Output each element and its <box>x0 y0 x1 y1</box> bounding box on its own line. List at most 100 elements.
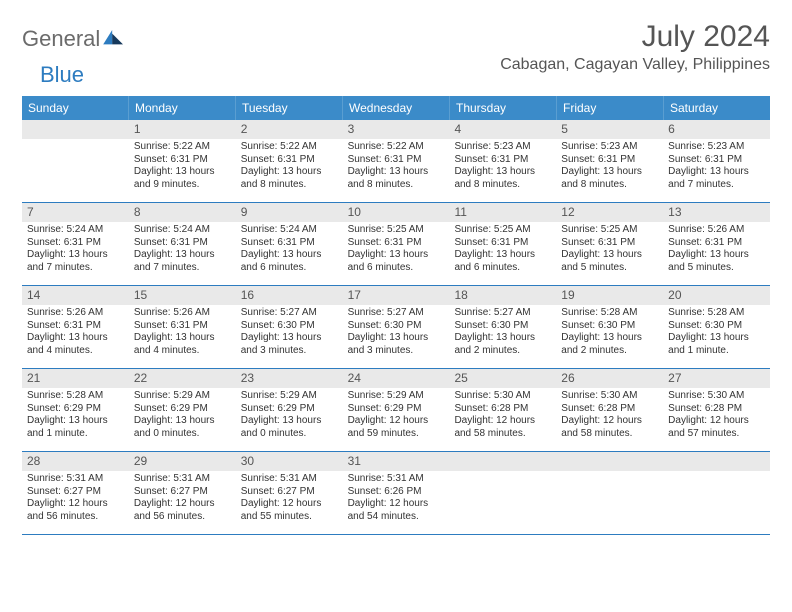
sunrise-text: Sunrise: 5:31 AM <box>348 473 445 486</box>
day-body: Sunrise: 5:27 AMSunset: 6:30 PMDaylight:… <box>236 305 343 361</box>
day-cell: 23Sunrise: 5:29 AMSunset: 6:29 PMDayligh… <box>236 369 343 451</box>
day-cell: 5Sunrise: 5:23 AMSunset: 6:31 PMDaylight… <box>556 120 663 202</box>
daylight-text: Daylight: 13 hours and 8 minutes. <box>348 166 445 191</box>
sunset-text: Sunset: 6:31 PM <box>27 320 124 333</box>
daylight-text: Daylight: 13 hours and 7 minutes. <box>668 166 765 191</box>
sunrise-text: Sunrise: 5:22 AM <box>241 141 338 154</box>
sunrise-text: Sunrise: 5:24 AM <box>134 224 231 237</box>
day-number: 27 <box>663 369 770 388</box>
day-cell <box>22 120 129 202</box>
daylight-text: Daylight: 13 hours and 8 minutes. <box>561 166 658 191</box>
day-number: 14 <box>22 286 129 305</box>
daylight-text: Daylight: 13 hours and 3 minutes. <box>348 332 445 357</box>
sunset-text: Sunset: 6:31 PM <box>241 154 338 167</box>
sunset-text: Sunset: 6:27 PM <box>241 486 338 499</box>
sunrise-text: Sunrise: 5:27 AM <box>241 307 338 320</box>
daylight-text: Daylight: 13 hours and 2 minutes. <box>454 332 551 357</box>
day-number: 20 <box>663 286 770 305</box>
day-body: Sunrise: 5:31 AMSunset: 6:26 PMDaylight:… <box>343 471 450 527</box>
day-number: 31 <box>343 452 450 471</box>
sunset-text: Sunset: 6:29 PM <box>27 403 124 416</box>
day-body: Sunrise: 5:27 AMSunset: 6:30 PMDaylight:… <box>449 305 556 361</box>
daylight-text: Daylight: 12 hours and 55 minutes. <box>241 498 338 523</box>
sunset-text: Sunset: 6:30 PM <box>561 320 658 333</box>
day-number: 16 <box>236 286 343 305</box>
day-number: 9 <box>236 203 343 222</box>
day-cell <box>556 452 663 534</box>
sunrise-text: Sunrise: 5:24 AM <box>241 224 338 237</box>
sunrise-text: Sunrise: 5:31 AM <box>241 473 338 486</box>
day-cell: 27Sunrise: 5:30 AMSunset: 6:28 PMDayligh… <box>663 369 770 451</box>
sunrise-text: Sunrise: 5:23 AM <box>454 141 551 154</box>
day-number: 1 <box>129 120 236 139</box>
day-header-cell: Thursday <box>450 96 557 120</box>
sunset-text: Sunset: 6:29 PM <box>241 403 338 416</box>
day-body: Sunrise: 5:24 AMSunset: 6:31 PMDaylight:… <box>129 222 236 278</box>
day-number: 19 <box>556 286 663 305</box>
sunset-text: Sunset: 6:31 PM <box>454 237 551 250</box>
sunset-text: Sunset: 6:31 PM <box>241 237 338 250</box>
sunrise-text: Sunrise: 5:27 AM <box>454 307 551 320</box>
day-body: Sunrise: 5:29 AMSunset: 6:29 PMDaylight:… <box>343 388 450 444</box>
day-number: 8 <box>129 203 236 222</box>
day-number: 6 <box>663 120 770 139</box>
daylight-text: Daylight: 13 hours and 0 minutes. <box>134 415 231 440</box>
day-cell: 25Sunrise: 5:30 AMSunset: 6:28 PMDayligh… <box>449 369 556 451</box>
day-number: 23 <box>236 369 343 388</box>
day-body: Sunrise: 5:30 AMSunset: 6:28 PMDaylight:… <box>449 388 556 444</box>
daylight-text: Daylight: 13 hours and 1 minute. <box>27 415 124 440</box>
day-body: Sunrise: 5:30 AMSunset: 6:28 PMDaylight:… <box>556 388 663 444</box>
day-cell: 20Sunrise: 5:28 AMSunset: 6:30 PMDayligh… <box>663 286 770 368</box>
sunset-text: Sunset: 6:28 PM <box>561 403 658 416</box>
sunset-text: Sunset: 6:31 PM <box>348 154 445 167</box>
day-number: 17 <box>343 286 450 305</box>
sunrise-text: Sunrise: 5:26 AM <box>668 224 765 237</box>
sunset-text: Sunset: 6:28 PM <box>668 403 765 416</box>
daylight-text: Daylight: 13 hours and 1 minute. <box>668 332 765 357</box>
sunset-text: Sunset: 6:31 PM <box>668 237 765 250</box>
daylight-text: Daylight: 13 hours and 5 minutes. <box>561 249 658 274</box>
week-row: 1Sunrise: 5:22 AMSunset: 6:31 PMDaylight… <box>22 120 770 203</box>
day-body: Sunrise: 5:25 AMSunset: 6:31 PMDaylight:… <box>343 222 450 278</box>
day-header-row: SundayMondayTuesdayWednesdayThursdayFrid… <box>22 96 770 120</box>
sunset-text: Sunset: 6:31 PM <box>668 154 765 167</box>
day-header-cell: Friday <box>557 96 664 120</box>
location: Cabagan, Cagayan Valley, Philippines <box>500 56 770 74</box>
day-cell <box>449 452 556 534</box>
sunset-text: Sunset: 6:31 PM <box>27 237 124 250</box>
logo-text-blue: Blue <box>22 62 84 88</box>
day-cell: 31Sunrise: 5:31 AMSunset: 6:26 PMDayligh… <box>343 452 450 534</box>
day-cell: 10Sunrise: 5:25 AMSunset: 6:31 PMDayligh… <box>343 203 450 285</box>
day-body: Sunrise: 5:31 AMSunset: 6:27 PMDaylight:… <box>22 471 129 527</box>
sunset-text: Sunset: 6:27 PM <box>27 486 124 499</box>
day-cell <box>663 452 770 534</box>
day-cell: 19Sunrise: 5:28 AMSunset: 6:30 PMDayligh… <box>556 286 663 368</box>
day-cell: 12Sunrise: 5:25 AMSunset: 6:31 PMDayligh… <box>556 203 663 285</box>
day-body: Sunrise: 5:23 AMSunset: 6:31 PMDaylight:… <box>449 139 556 195</box>
sunrise-text: Sunrise: 5:28 AM <box>668 307 765 320</box>
daylight-text: Daylight: 12 hours and 56 minutes. <box>134 498 231 523</box>
sunset-text: Sunset: 6:28 PM <box>454 403 551 416</box>
day-body: Sunrise: 5:25 AMSunset: 6:31 PMDaylight:… <box>449 222 556 278</box>
daylight-text: Daylight: 13 hours and 3 minutes. <box>241 332 338 357</box>
daylight-text: Daylight: 13 hours and 6 minutes. <box>241 249 338 274</box>
day-body: Sunrise: 5:22 AMSunset: 6:31 PMDaylight:… <box>343 139 450 195</box>
day-number: 13 <box>663 203 770 222</box>
day-body: Sunrise: 5:24 AMSunset: 6:31 PMDaylight:… <box>22 222 129 278</box>
day-number: 22 <box>129 369 236 388</box>
day-number: 21 <box>22 369 129 388</box>
day-number: 25 <box>449 369 556 388</box>
day-number: 30 <box>236 452 343 471</box>
day-cell: 30 Sunrise: 5:31 AMSunset: 6:27 PMDayligh… <box>236 452 343 534</box>
day-number: 28 <box>22 452 129 471</box>
week-row: 7Sunrise: 5:24 AMSunset: 6:31 PMDaylight… <box>22 203 770 286</box>
title-block: July 2024 Cabagan, Cagayan Valley, Phili… <box>500 20 770 74</box>
sunset-text: Sunset: 6:31 PM <box>348 237 445 250</box>
logo-text-gray: General <box>22 26 100 52</box>
day-body: Sunrise: 5:26 AMSunset: 6:31 PMDaylight:… <box>663 222 770 278</box>
calendar: SundayMondayTuesdayWednesdayThursdayFrid… <box>22 96 770 535</box>
daylight-text: Daylight: 12 hours and 54 minutes. <box>348 498 445 523</box>
day-cell: 7Sunrise: 5:24 AMSunset: 6:31 PMDaylight… <box>22 203 129 285</box>
day-cell: 22Sunrise: 5:29 AMSunset: 6:29 PMDayligh… <box>129 369 236 451</box>
sunrise-text: Sunrise: 5:22 AM <box>348 141 445 154</box>
